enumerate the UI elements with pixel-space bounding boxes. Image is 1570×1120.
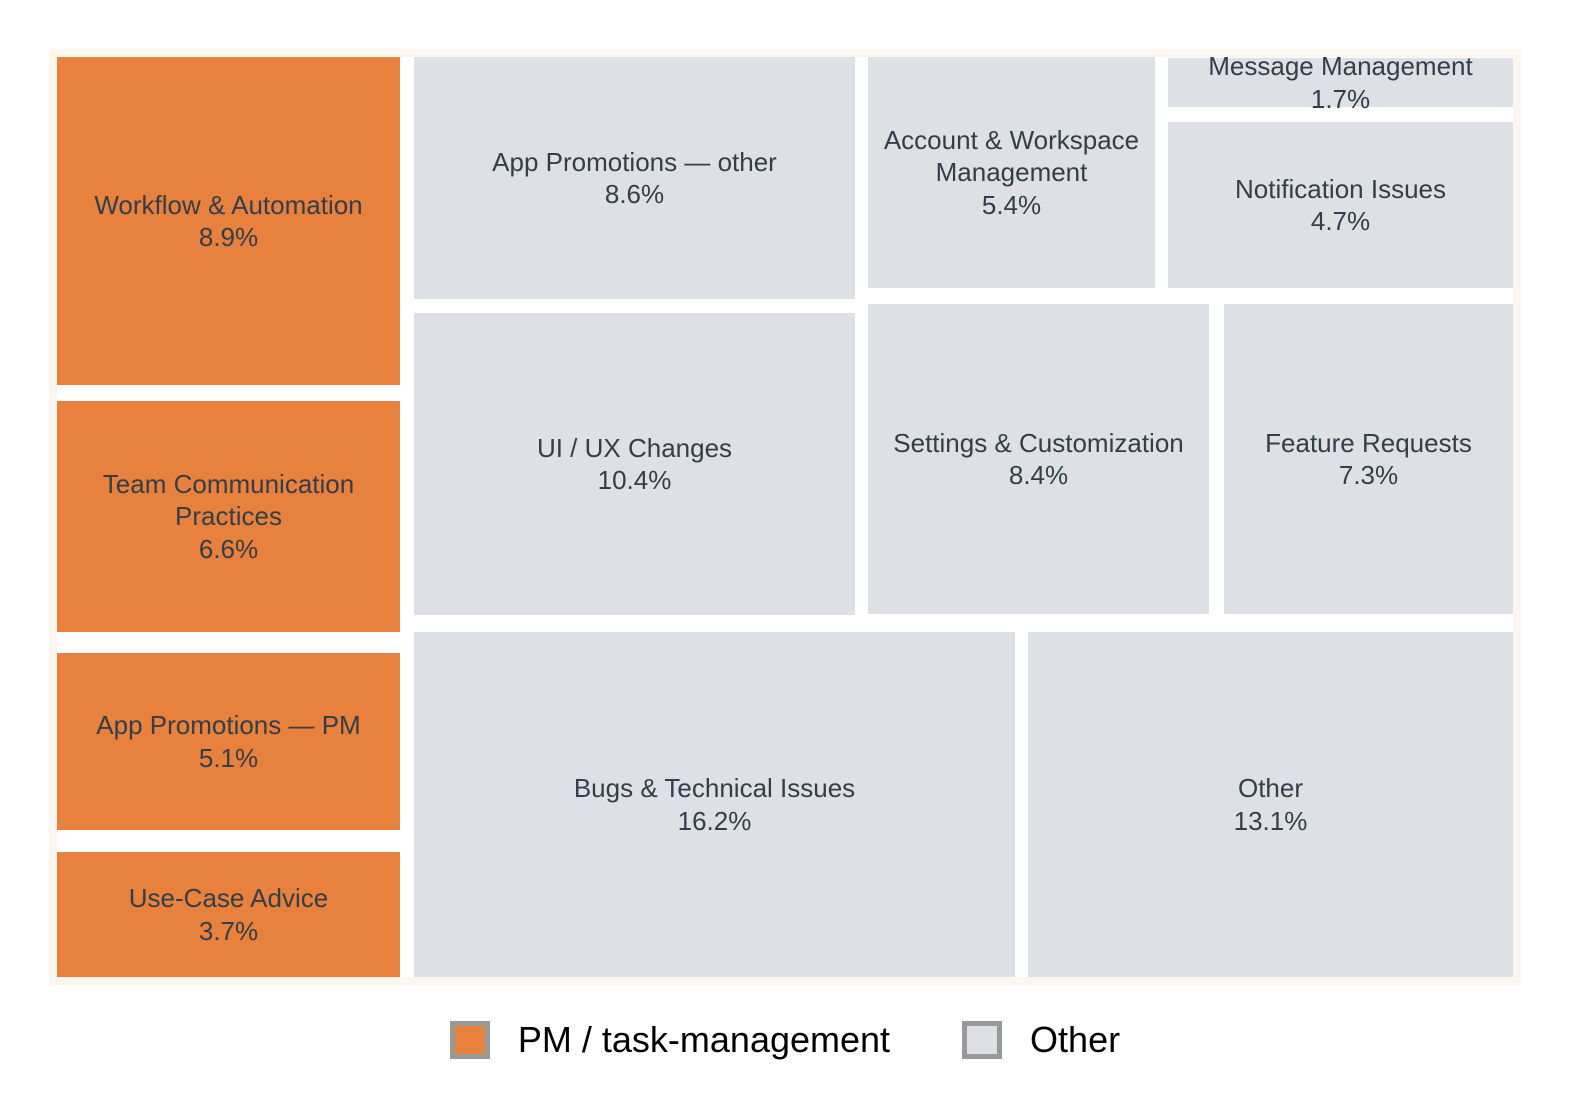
legend-swatch-other-icon — [962, 1020, 1003, 1059]
tile-label: Use-Case Advice — [128, 883, 329, 913]
treemap-tile[interactable]: Feature Requests 7.3% — [1224, 304, 1513, 614]
legend-swatch-pm-icon — [449, 1020, 490, 1059]
treemap-tile[interactable]: Notification Issues 4.7% — [1168, 122, 1513, 288]
tile-percentage: 5.4% — [981, 189, 1042, 220]
treemap-tile[interactable]: Account & Workspace Management 5.4% — [868, 57, 1155, 288]
tile-label: Bugs & Technical Issues — [573, 773, 856, 803]
tile-percentage: 3.7% — [198, 915, 259, 946]
legend-label: Other — [1030, 1019, 1121, 1060]
tile-label: Workflow & Automation — [94, 189, 363, 220]
treemap-tile[interactable]: Settings & Customization 8.4% — [868, 304, 1209, 614]
tile-label: Other — [1237, 773, 1304, 803]
legend-label: PM / task-management — [517, 1019, 891, 1060]
legend-item-pm-task-management[interactable]: PM / task-management — [449, 1019, 891, 1060]
tile-label: Message Management — [1208, 51, 1473, 81]
tile-label: Account & Workspace Management — [883, 124, 1140, 188]
tile-percentage: 13.1% — [1233, 805, 1308, 836]
tile-label: Notification Issues — [1235, 173, 1446, 204]
tile-label: App Promotions — other — [492, 146, 777, 177]
tile-label: Team Communication Practices — [102, 468, 355, 532]
treemap-tile[interactable]: Use-Case Advice 3.7% — [57, 852, 400, 977]
treemap-tile[interactable]: Bugs & Technical Issues 16.2% — [414, 632, 1015, 977]
tile-label: Feature Requests — [1265, 427, 1472, 458]
tile-label: App Promotions — PM — [96, 710, 361, 740]
legend-item-other[interactable]: Other — [962, 1020, 1120, 1060]
treemap-tile[interactable]: Message Management 1.7% — [1168, 51, 1513, 114]
tile-label: Settings & Customization — [893, 427, 1184, 458]
treemap-tile[interactable]: UI / UX Changes 10.4% — [414, 313, 855, 615]
treemap-tile[interactable]: App Promotions — PM 5.1% — [57, 653, 400, 830]
treemap-tile[interactable]: App Promotions — other 8.6% — [414, 57, 855, 299]
tile-percentage: 6.6% — [198, 533, 259, 564]
legend: PM / task-management Other — [0, 1020, 1570, 1060]
treemap-tile[interactable]: Team Communication Practices 6.6% — [57, 401, 400, 632]
tile-percentage: 16.2% — [677, 805, 752, 836]
tile-percentage: 4.7% — [1310, 206, 1371, 236]
tile-percentage: 8.4% — [1008, 460, 1069, 490]
tile-percentage: 1.7% — [1310, 83, 1371, 114]
tile-percentage: 8.6% — [604, 179, 665, 209]
tile-percentage: 10.4% — [597, 465, 672, 495]
treemap-tile[interactable]: Workflow & Automation 8.9% — [57, 57, 400, 385]
tile-label: UI / UX Changes — [536, 432, 733, 463]
tile-percentage: 5.1% — [198, 742, 259, 773]
tile-percentage: 8.9% — [198, 222, 259, 252]
treemap-tile[interactable]: Other 13.1% — [1028, 632, 1513, 977]
tile-percentage: 7.3% — [1338, 460, 1399, 490]
